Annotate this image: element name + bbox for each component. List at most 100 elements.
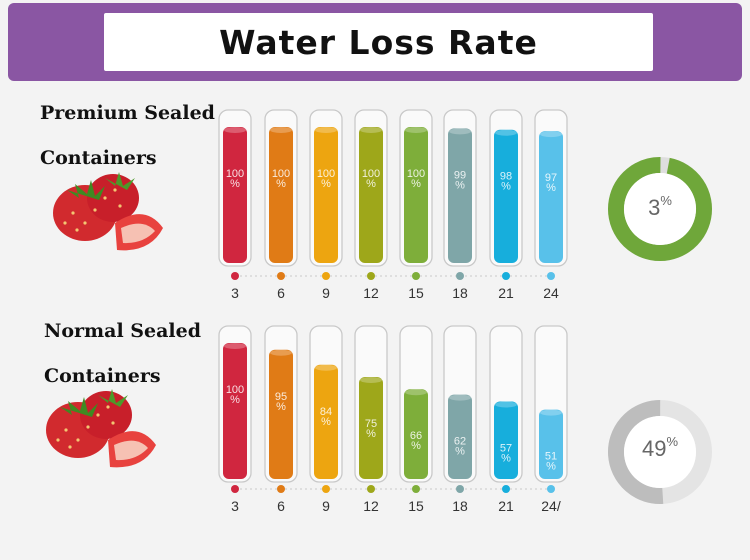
data-label-unit: % xyxy=(546,182,556,194)
bar-highlight xyxy=(540,131,562,138)
data-label: 95 xyxy=(275,391,287,403)
axis-dot xyxy=(277,272,285,280)
data-label: 57 xyxy=(500,442,512,454)
data-label: 97 xyxy=(545,172,557,184)
normal-donut-label: 49% xyxy=(600,434,720,462)
tick-label: 12 xyxy=(363,498,379,514)
data-label-unit: % xyxy=(321,178,331,190)
tick-label: 9 xyxy=(322,498,330,514)
page-title: Water Loss Rate xyxy=(219,22,538,62)
bar xyxy=(314,364,338,479)
bar-highlight xyxy=(449,128,471,135)
bar xyxy=(539,409,563,479)
data-label-unit: % xyxy=(276,401,286,413)
bar xyxy=(359,377,383,479)
axis-dot xyxy=(547,485,555,493)
bar xyxy=(269,127,293,263)
bar-highlight xyxy=(495,401,517,408)
bar xyxy=(314,127,338,263)
premium-donut-unit: % xyxy=(660,193,672,208)
data-label-unit: % xyxy=(321,416,331,428)
bar xyxy=(223,127,247,263)
tick-label: 18 xyxy=(452,498,468,514)
premium-donut-value: 3 xyxy=(648,195,661,220)
bar-highlight xyxy=(405,389,427,396)
tick-label: 24 xyxy=(543,285,559,301)
axis-dot xyxy=(456,272,464,280)
data-label-unit: % xyxy=(230,178,240,190)
strawberry-image xyxy=(53,172,163,251)
tick-label: 15 xyxy=(408,285,424,301)
data-label: 66 xyxy=(410,430,422,442)
bar xyxy=(539,131,563,263)
bar xyxy=(404,389,428,479)
data-label-unit: % xyxy=(366,428,376,440)
data-label: 100 xyxy=(407,168,425,180)
bar-highlight xyxy=(270,349,292,356)
tick-label: 6 xyxy=(277,498,285,514)
bar-highlight xyxy=(315,127,337,133)
axis-dot xyxy=(502,485,510,493)
data-label-unit: % xyxy=(455,446,465,458)
bar-highlight xyxy=(360,377,382,383)
title-banner: Water Loss Rate xyxy=(8,3,742,81)
donut-center xyxy=(624,416,696,488)
bar-highlight xyxy=(315,364,337,371)
bar-highlight xyxy=(540,409,562,416)
tick-label: 18 xyxy=(452,285,468,301)
data-label: 75 xyxy=(365,418,377,430)
tick-label: 21 xyxy=(498,498,514,514)
title-box: Water Loss Rate xyxy=(104,13,653,71)
tick-label: 15 xyxy=(408,498,424,514)
data-label: 84 xyxy=(320,406,332,418)
axis-dot xyxy=(456,485,464,493)
bar xyxy=(494,401,518,479)
bar-highlight xyxy=(495,129,517,136)
tick-label: 12 xyxy=(363,285,379,301)
data-label: 100 xyxy=(362,168,380,180)
tick-label: 6 xyxy=(277,285,285,301)
data-label: 100 xyxy=(226,168,244,180)
bar xyxy=(404,127,428,263)
tick-label: 24/ xyxy=(541,498,561,514)
data-label-unit: % xyxy=(366,178,376,190)
data-label: 100 xyxy=(226,384,244,396)
bar xyxy=(269,349,293,479)
axis-dot xyxy=(231,272,239,280)
data-label: 51 xyxy=(545,451,557,463)
data-label-unit: % xyxy=(546,461,556,473)
premium-donut-label: 3% xyxy=(600,193,720,221)
bar xyxy=(359,127,383,263)
bar-highlight xyxy=(224,343,246,349)
premium-panel: Premium Sealed Containers xyxy=(40,102,215,251)
bar-highlight xyxy=(449,394,471,401)
premium-label-line1: Premium Sealed xyxy=(40,102,215,124)
data-label-unit: % xyxy=(501,181,511,193)
axis-dot xyxy=(367,272,375,280)
bar xyxy=(448,128,472,263)
axis-dot xyxy=(547,272,555,280)
data-label: 99 xyxy=(454,169,466,181)
tick-label: 21 xyxy=(498,285,514,301)
tick-label: 3 xyxy=(231,285,239,301)
strawberry-image xyxy=(46,389,156,468)
normal-donut-unit: % xyxy=(666,434,679,449)
normal-label-line1: Normal Sealed xyxy=(44,320,202,342)
bar-highlight xyxy=(270,127,292,133)
axis-dot xyxy=(412,272,420,280)
bar-highlight xyxy=(224,127,246,133)
bar xyxy=(494,129,518,263)
bar-highlight xyxy=(360,127,382,133)
data-label-unit: % xyxy=(455,179,465,191)
donut-arc xyxy=(607,400,712,504)
bar xyxy=(223,343,247,479)
axis-dot xyxy=(502,272,510,280)
normal-donut-value: 49 xyxy=(641,436,667,461)
axis-dot xyxy=(231,485,239,493)
data-label-unit: % xyxy=(276,178,286,190)
data-label: 98 xyxy=(500,171,512,183)
tick-label: 9 xyxy=(322,285,330,301)
axis-dot xyxy=(322,272,330,280)
